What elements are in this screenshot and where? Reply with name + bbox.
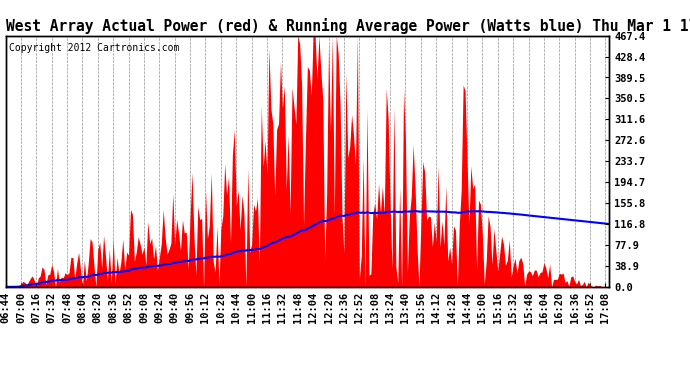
Text: West Array Actual Power (red) & Running Average Power (Watts blue) Thu Mar 1 17:: West Array Actual Power (red) & Running …	[6, 18, 690, 34]
Text: Copyright 2012 Cartronics.com: Copyright 2012 Cartronics.com	[9, 43, 179, 52]
